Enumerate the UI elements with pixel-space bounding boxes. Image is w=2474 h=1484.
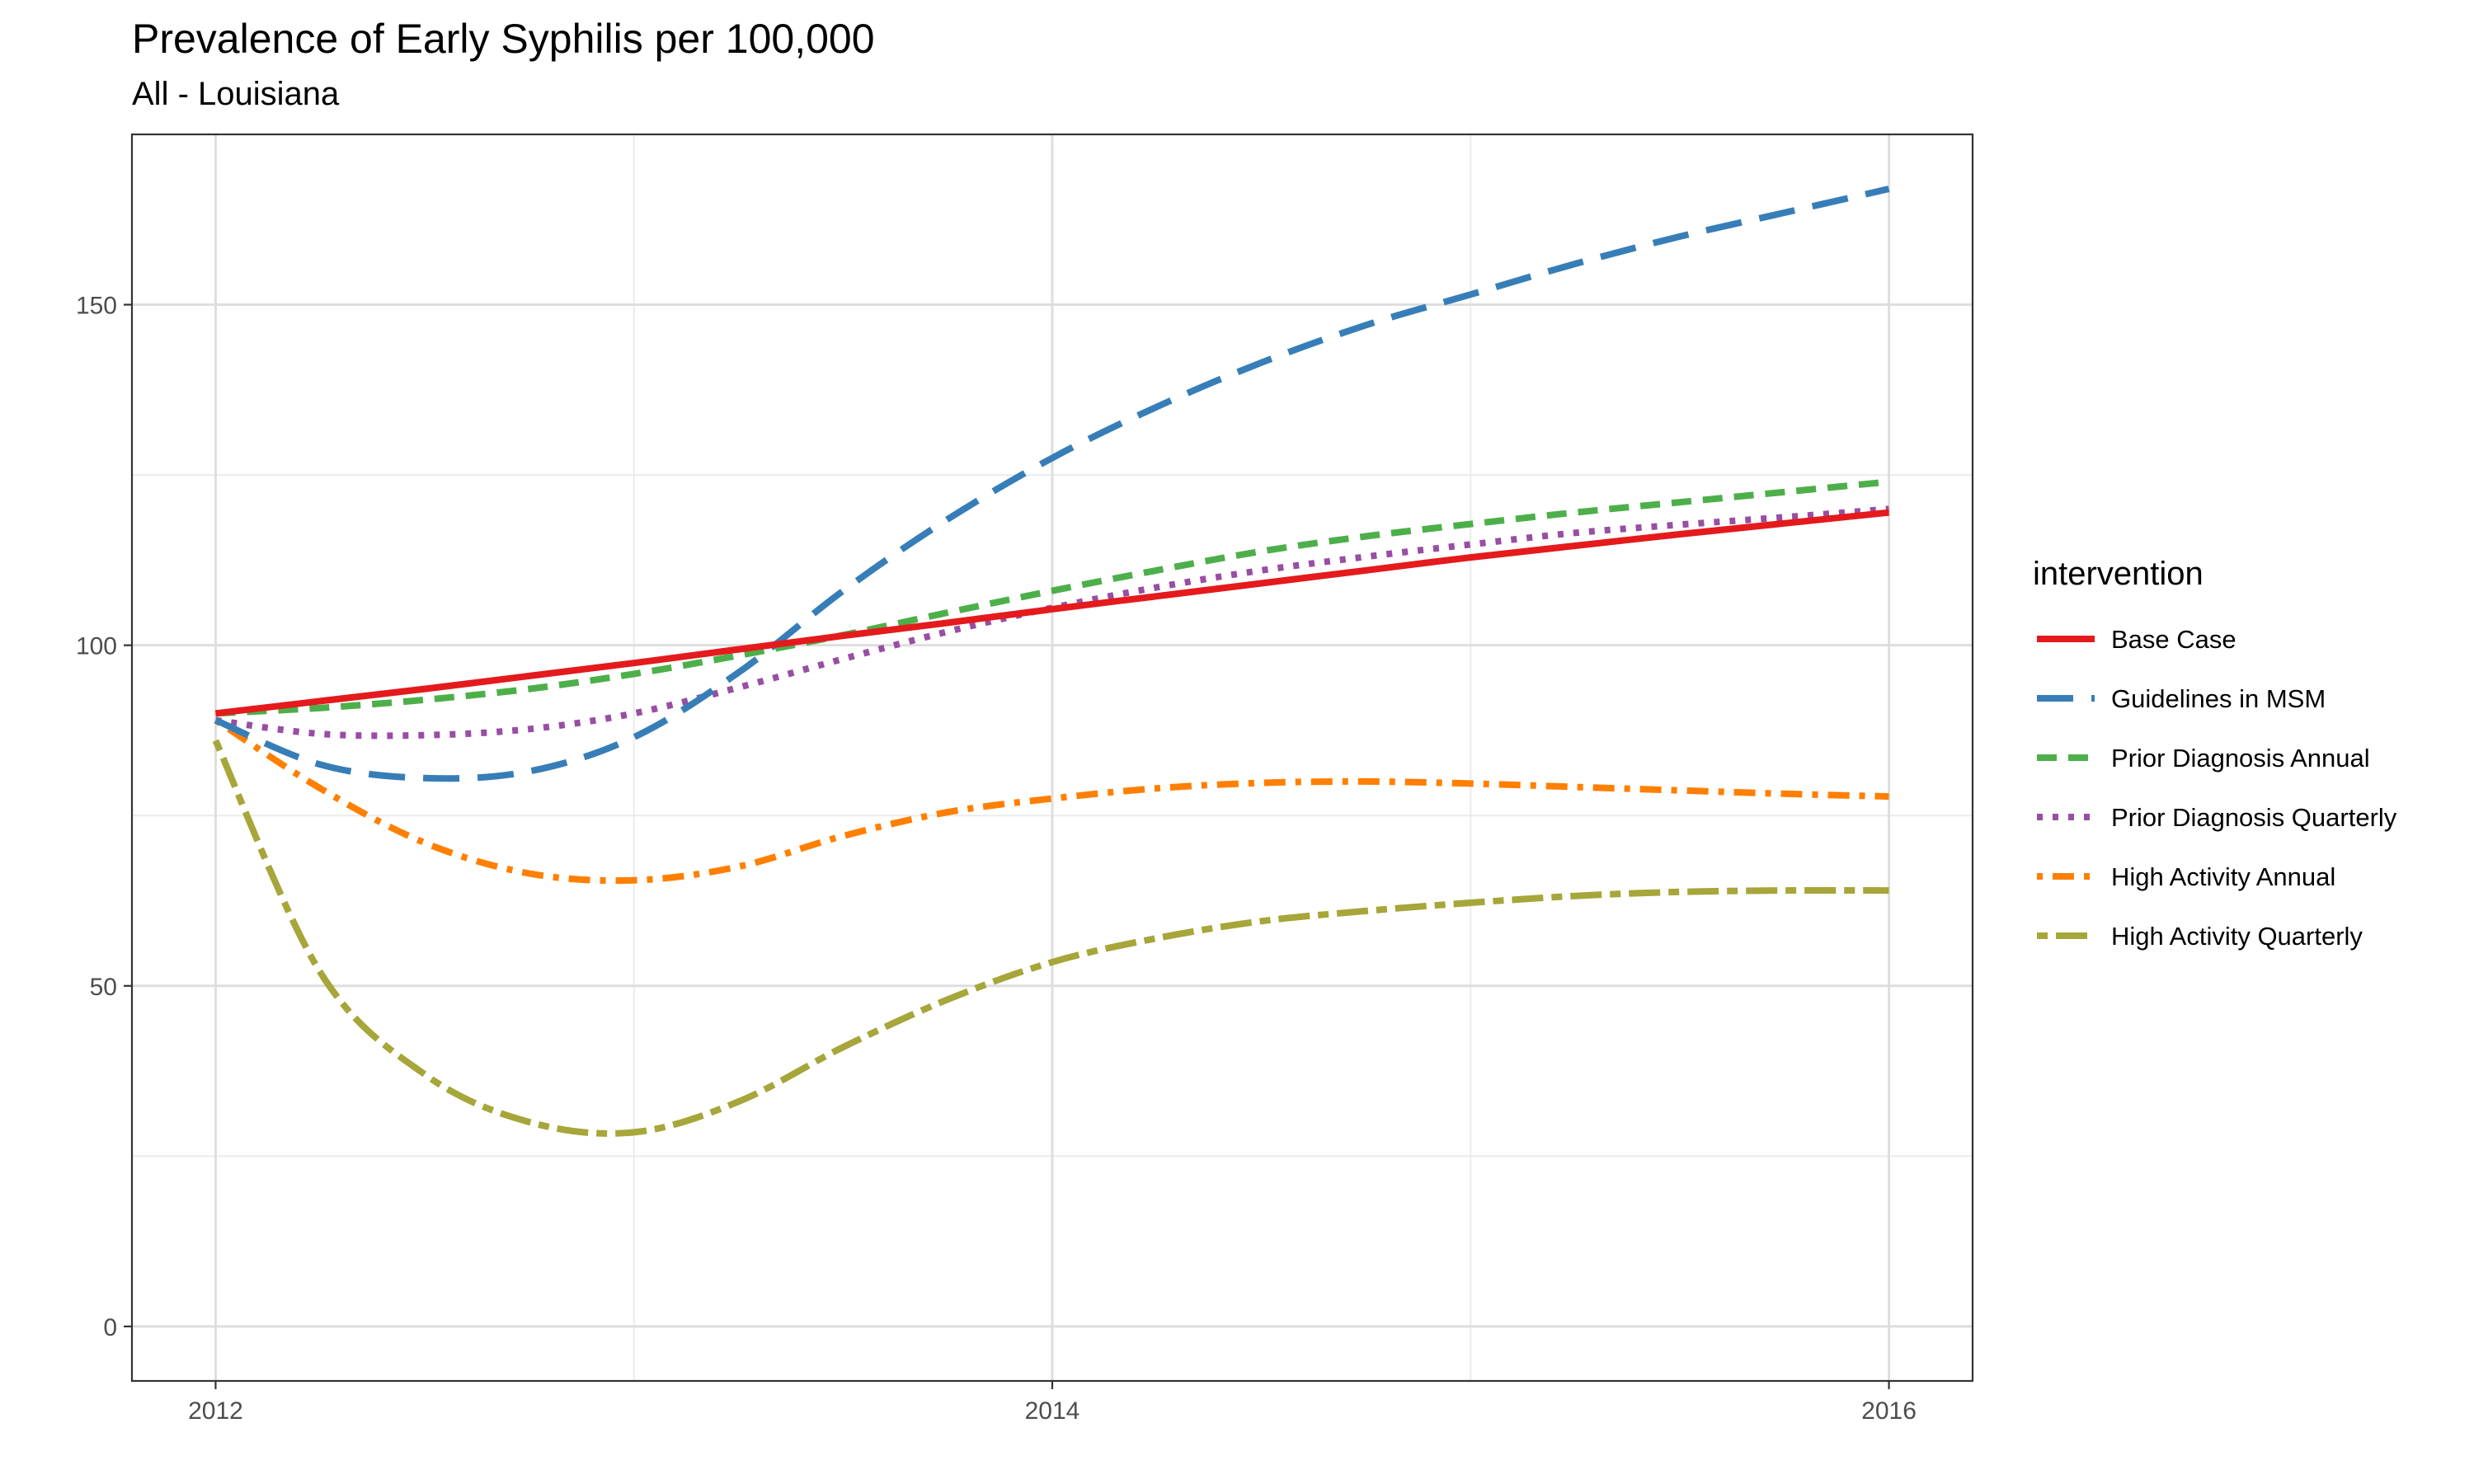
major-gridlines (132, 134, 1973, 1381)
series-line-high-activity-annual (214, 717, 1889, 885)
x-tick-label: 2016 (1861, 1397, 1917, 1425)
x-tick-label: 2014 (1025, 1397, 1080, 1425)
x-tick-label: 2012 (188, 1397, 243, 1425)
y-tick-label: 100 (76, 633, 117, 660)
legend-label-guidelines-in-msm: Guidelines in MSM (2111, 684, 2326, 713)
legend-label-high-activity-quarterly: High Activity Quarterly (2111, 922, 2363, 951)
chart-title: Prevalence of Early Syphilis per 100,000 (132, 16, 875, 62)
legend-title: intervention (2033, 556, 2204, 592)
legend-label-base-case: Base Case (2111, 625, 2236, 654)
legend: intervention Base Case Guidelines in MSM Pr… (2033, 556, 2397, 951)
legend-label-high-activity-annual: High Activity Annual (2111, 862, 2335, 891)
series-line-base-case (215, 509, 1889, 717)
legend-label-prior-diagnosis-annual: Prior Diagnosis Annual (2111, 744, 2370, 773)
y-axis: 0 50 100 150 (76, 293, 132, 1341)
x-axis: 2012 2014 2016 (188, 1381, 1917, 1425)
series-line-prior-diagnosis-quarterly (214, 505, 1889, 740)
series-line-high-activity-quarterly (212, 739, 1889, 1137)
series-line-prior-diagnosis-annual (215, 478, 1889, 717)
y-tick-label: 0 (103, 1314, 117, 1341)
series-line-guidelines-in-msm (214, 186, 1890, 782)
y-tick-label: 50 (90, 974, 117, 1001)
chart-subtitle: All - Louisiana (132, 76, 340, 112)
legend-label-prior-diagnosis-quarterly: Prior Diagnosis Quarterly (2111, 803, 2397, 832)
y-tick-label: 150 (76, 293, 117, 320)
series-lines (212, 186, 1890, 1137)
